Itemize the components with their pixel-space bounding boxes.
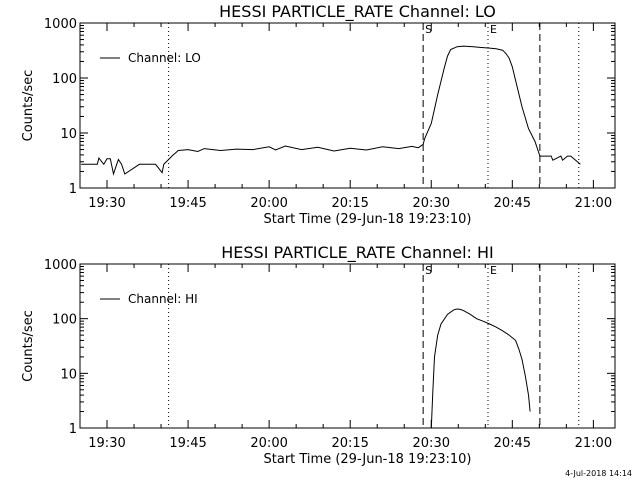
y-axis-label: Counts/sec [21, 310, 36, 382]
x-tick-label: 19:30 [88, 436, 125, 451]
x-tick-label: 21:00 [575, 196, 612, 211]
x-tick-label: 20:00 [250, 436, 287, 451]
date-stamp: 4-Jul-2018 14:14 [565, 469, 632, 478]
y-tick-label: 100 [52, 313, 77, 328]
marker-label: S [425, 264, 432, 277]
x-axis-label: Start Time (29-Jun-18 19:23:10) [264, 212, 472, 227]
panel-lo: HESSI PARTICLE_RATE Channel: LO 19:30 19:4… [21, 2, 616, 227]
x-tick-label: 20:15 [331, 436, 368, 451]
x-tick-label: 19:45 [169, 196, 206, 211]
y-axis-label: Counts/sec [21, 70, 36, 142]
series-line [81, 45, 581, 176]
y-tick-label: 1000 [44, 17, 77, 32]
x-tick-label: 20:45 [494, 196, 531, 211]
plot-frame [79, 263, 616, 429]
chart-title: HESSI PARTICLE_RATE Channel: HI [221, 243, 494, 263]
legend-label: Channel: LO [128, 51, 201, 65]
y-tick-label: 1000 [44, 258, 77, 273]
y-tick-label: 10 [60, 127, 77, 142]
y-tick-label: 1 [69, 182, 77, 197]
marker-label: S [425, 23, 432, 36]
legend-label: Channel: HI [128, 292, 198, 306]
plot-frame [79, 22, 616, 189]
y-tick-label: 10 [60, 367, 77, 382]
marker-label: E [490, 264, 497, 277]
y-tick-label: 100 [52, 72, 77, 87]
y-tick-label: 1 [69, 422, 77, 437]
x-axis-label: Start Time (29-Jun-18 19:23:10) [264, 452, 472, 467]
x-tick-label: 20:30 [413, 436, 450, 451]
panel-hi: HESSI PARTICLE_RATE Channel: HI 19:30 19:4… [21, 243, 616, 467]
x-tick-label: 20:15 [331, 196, 368, 211]
x-tick-label: 20:30 [413, 196, 450, 211]
x-tick-label: 19:30 [88, 196, 125, 211]
x-tick-label: 20:45 [494, 436, 531, 451]
chart-title: HESSI PARTICLE_RATE Channel: LO [219, 2, 496, 22]
marker-label: E [490, 23, 497, 36]
series-line [430, 308, 531, 428]
x-tick-label: 19:45 [169, 436, 206, 451]
x-tick-label: 21:00 [575, 436, 612, 451]
x-tick-label: 20:00 [250, 196, 287, 211]
